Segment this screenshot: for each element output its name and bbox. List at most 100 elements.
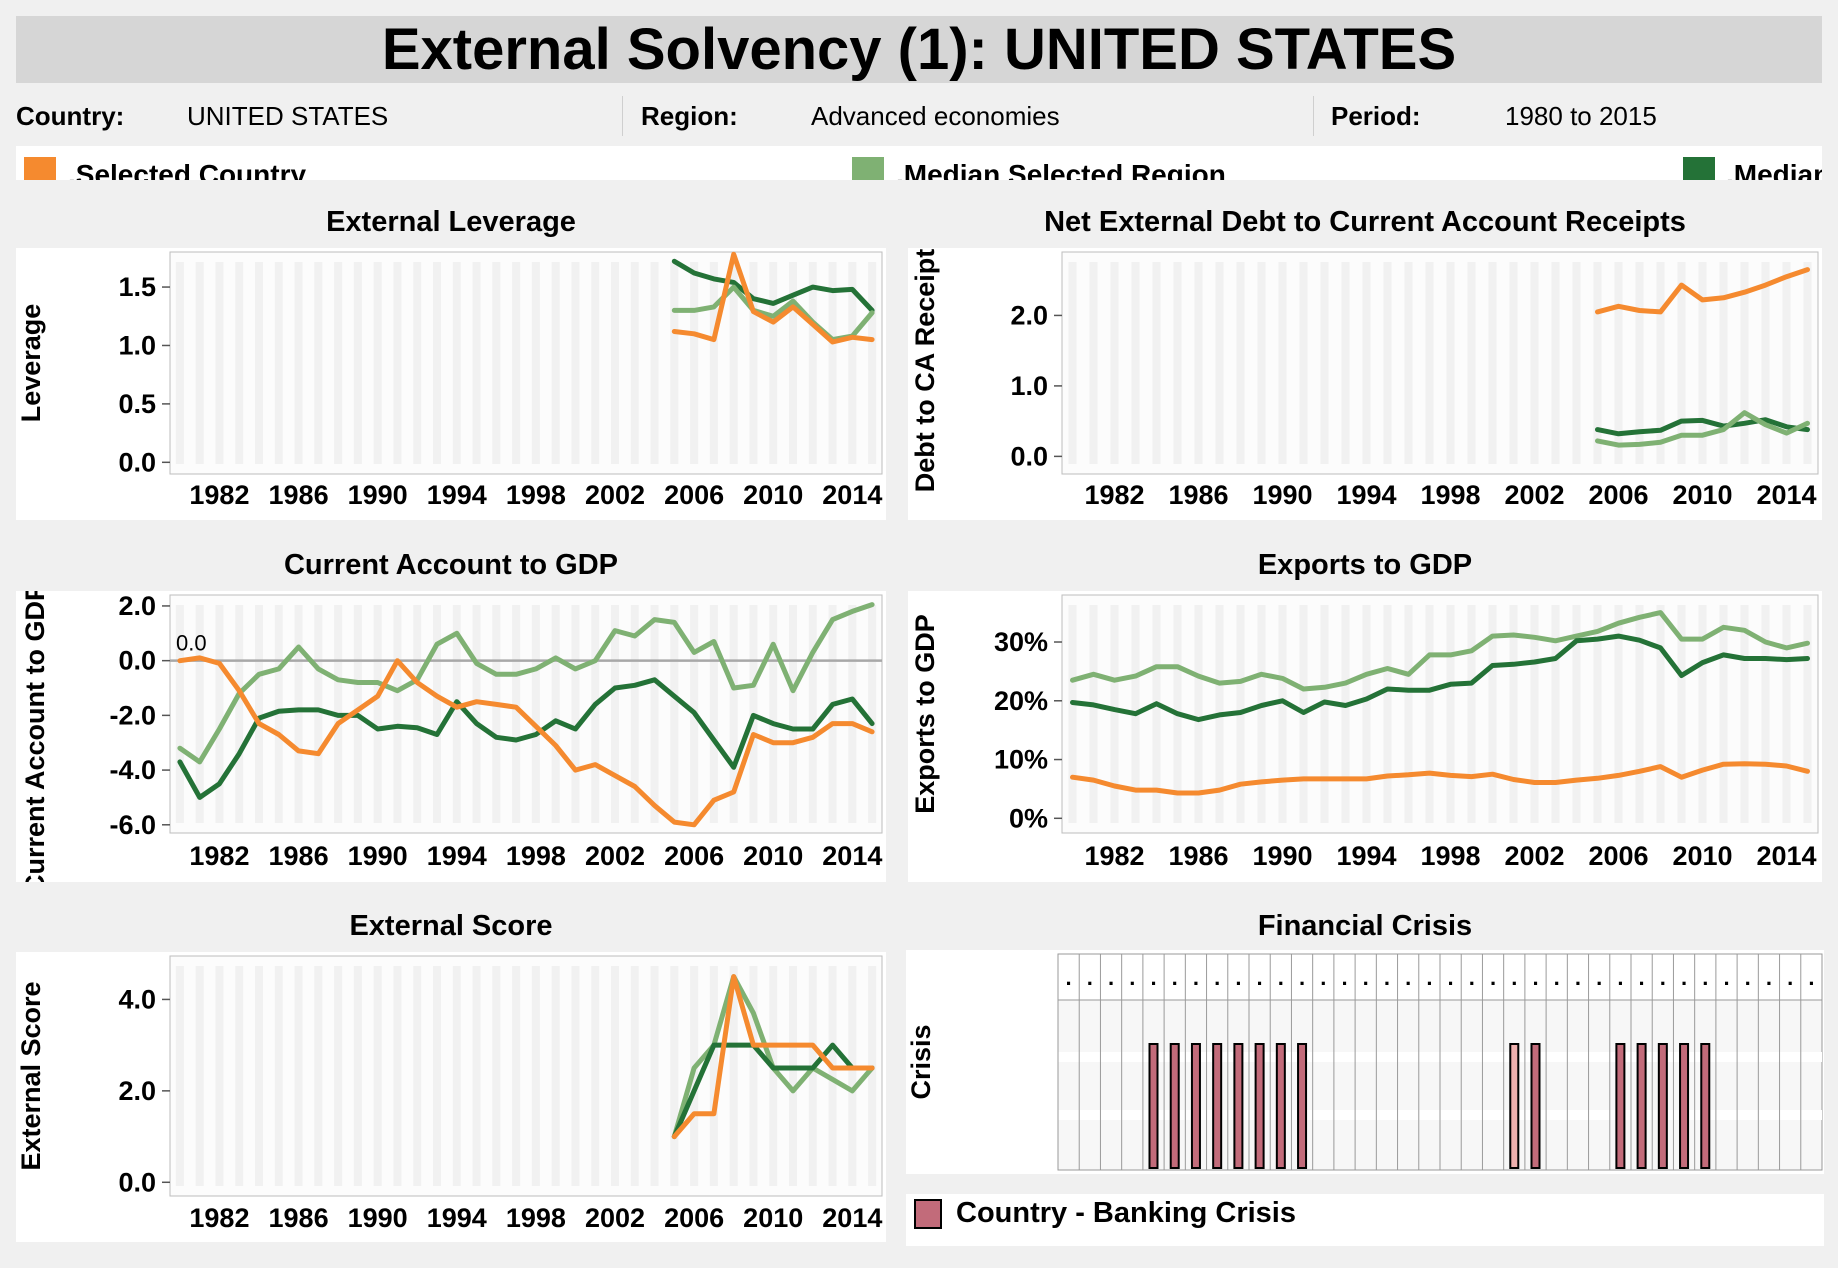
- y-axis-title: Exports to GDP: [910, 614, 940, 814]
- x-tick-label: 1998: [506, 480, 566, 510]
- y-tick-label: -2.0: [109, 700, 156, 730]
- grid-column: [769, 262, 778, 464]
- region-value: Advanced economies: [811, 101, 1060, 131]
- panel-title-leverage: External Leverage: [16, 200, 886, 244]
- grid-column: [1530, 262, 1539, 464]
- grid-column: [591, 605, 600, 823]
- grid-layer: [175, 262, 877, 464]
- grid-column: [452, 605, 461, 823]
- grid-column: [255, 966, 263, 1186]
- x-tick-label: 1990: [348, 1203, 408, 1233]
- grid-column: [1614, 605, 1623, 823]
- crisis-header-marker: .: [1660, 965, 1666, 990]
- grid-column: [749, 966, 758, 1186]
- grid-column: [611, 605, 619, 823]
- crisis-header-marker: .: [1150, 965, 1156, 990]
- chart-leverage: Leverage 0.0 0.5 1.0 1.5 1982 1986 1990 1994 1998…: [16, 248, 886, 520]
- grid-column: [1257, 605, 1266, 823]
- grid-column: [314, 605, 323, 823]
- period-value: 1980 to 2015: [1505, 101, 1657, 131]
- crisis-bar: [1615, 1043, 1626, 1169]
- y-tick-label: 0.0: [118, 1167, 156, 1197]
- x-tick-label: 1986: [269, 1203, 329, 1233]
- grid-column: [175, 966, 184, 1186]
- series-line-region: [177, 602, 875, 765]
- x-tick-label: 1986: [269, 841, 329, 871]
- y-axis-title: Debt to CA Receipts: [910, 248, 940, 492]
- crisis-header-marker: .: [1363, 965, 1369, 990]
- x-tick-label: 1982: [189, 1203, 249, 1233]
- grid-column: [1656, 262, 1665, 464]
- crisis-header-marker: .: [1745, 965, 1751, 990]
- grid-column: [195, 262, 204, 464]
- crisis-header-marker: .: [1766, 965, 1772, 990]
- crisis-header-marker: .: [1257, 965, 1263, 990]
- grid-column: [1131, 262, 1140, 464]
- crisis-header-marker: .: [1299, 965, 1305, 990]
- crisis-header-marker: .: [1723, 965, 1729, 990]
- series-line-median: [671, 258, 875, 313]
- x-tick-label: 1982: [1084, 841, 1144, 871]
- grid-column: [848, 605, 857, 823]
- grid-column: [1740, 262, 1749, 464]
- grid-column: [1530, 605, 1539, 823]
- grid-column: [709, 966, 718, 1186]
- y-tick-label: 0.0: [118, 646, 156, 676]
- grid-column: [1320, 262, 1329, 464]
- x-tick-label: 2010: [743, 1203, 803, 1233]
- series-line-median: [1070, 633, 1810, 723]
- grid-column: [1803, 605, 1812, 823]
- grid-column: [531, 262, 540, 464]
- grid-column: [729, 605, 738, 823]
- grid-column: [1362, 605, 1371, 823]
- crisis-header-marker: .: [1193, 965, 1199, 990]
- panel-title-exports-gdp: Exports to GDP: [908, 543, 1822, 587]
- grid-column: [512, 262, 521, 464]
- grid-column: [215, 262, 224, 464]
- grid-column: [1509, 262, 1518, 464]
- data-label: 0.0: [176, 631, 207, 656]
- grid-column: [531, 966, 540, 1186]
- grid-column: [1572, 605, 1581, 823]
- grid-column: [373, 262, 382, 464]
- region-label: Region:: [641, 101, 738, 131]
- grid-column: [670, 262, 679, 464]
- crisis-bar: [1148, 1043, 1159, 1169]
- crisis-header-marker: .: [1702, 965, 1708, 990]
- grid-column: [1236, 262, 1245, 464]
- grid-column: [1761, 262, 1770, 464]
- x-tick-label: 2006: [1588, 480, 1648, 510]
- grid-column: [1488, 605, 1497, 823]
- y-tick-label: 0%: [1009, 803, 1048, 833]
- grid-column: [1341, 605, 1350, 823]
- grid-column: [670, 605, 679, 823]
- crisis-bar: [1233, 1043, 1244, 1169]
- plot-area: [169, 955, 883, 1197]
- grid-column: [413, 262, 422, 464]
- x-tick-label: 1994: [427, 480, 487, 510]
- grid-column: [868, 262, 877, 464]
- country-value: UNITED STATES: [187, 101, 389, 131]
- grid-column: [630, 262, 639, 464]
- grid-column: [1635, 605, 1644, 823]
- crisis-header-marker: .: [1575, 965, 1581, 990]
- grid-column: [591, 262, 600, 464]
- y-tick-label: -6.0: [109, 810, 156, 840]
- crisis-bar: [1657, 1043, 1668, 1169]
- x-tick-label: 2006: [664, 480, 724, 510]
- x-tick-label: 1990: [1252, 480, 1312, 510]
- grid-column: [433, 605, 441, 823]
- grid-column: [294, 966, 303, 1186]
- grid-column: [274, 262, 283, 464]
- y-tick-label: 1.5: [118, 272, 156, 302]
- grid-column: [373, 605, 382, 823]
- grid-column: [551, 605, 560, 823]
- y-tick-label: 30%: [994, 627, 1048, 657]
- y-tick-label: 0.0: [118, 447, 156, 477]
- grid-column: [393, 262, 402, 464]
- crisis-header-marker: .: [1617, 965, 1623, 990]
- crisis-header-marker: .: [1214, 965, 1220, 990]
- x-tick-label: 2006: [1588, 841, 1648, 871]
- x-tick-label: 1998: [506, 841, 566, 871]
- crisis-header-marker: .: [1681, 965, 1687, 990]
